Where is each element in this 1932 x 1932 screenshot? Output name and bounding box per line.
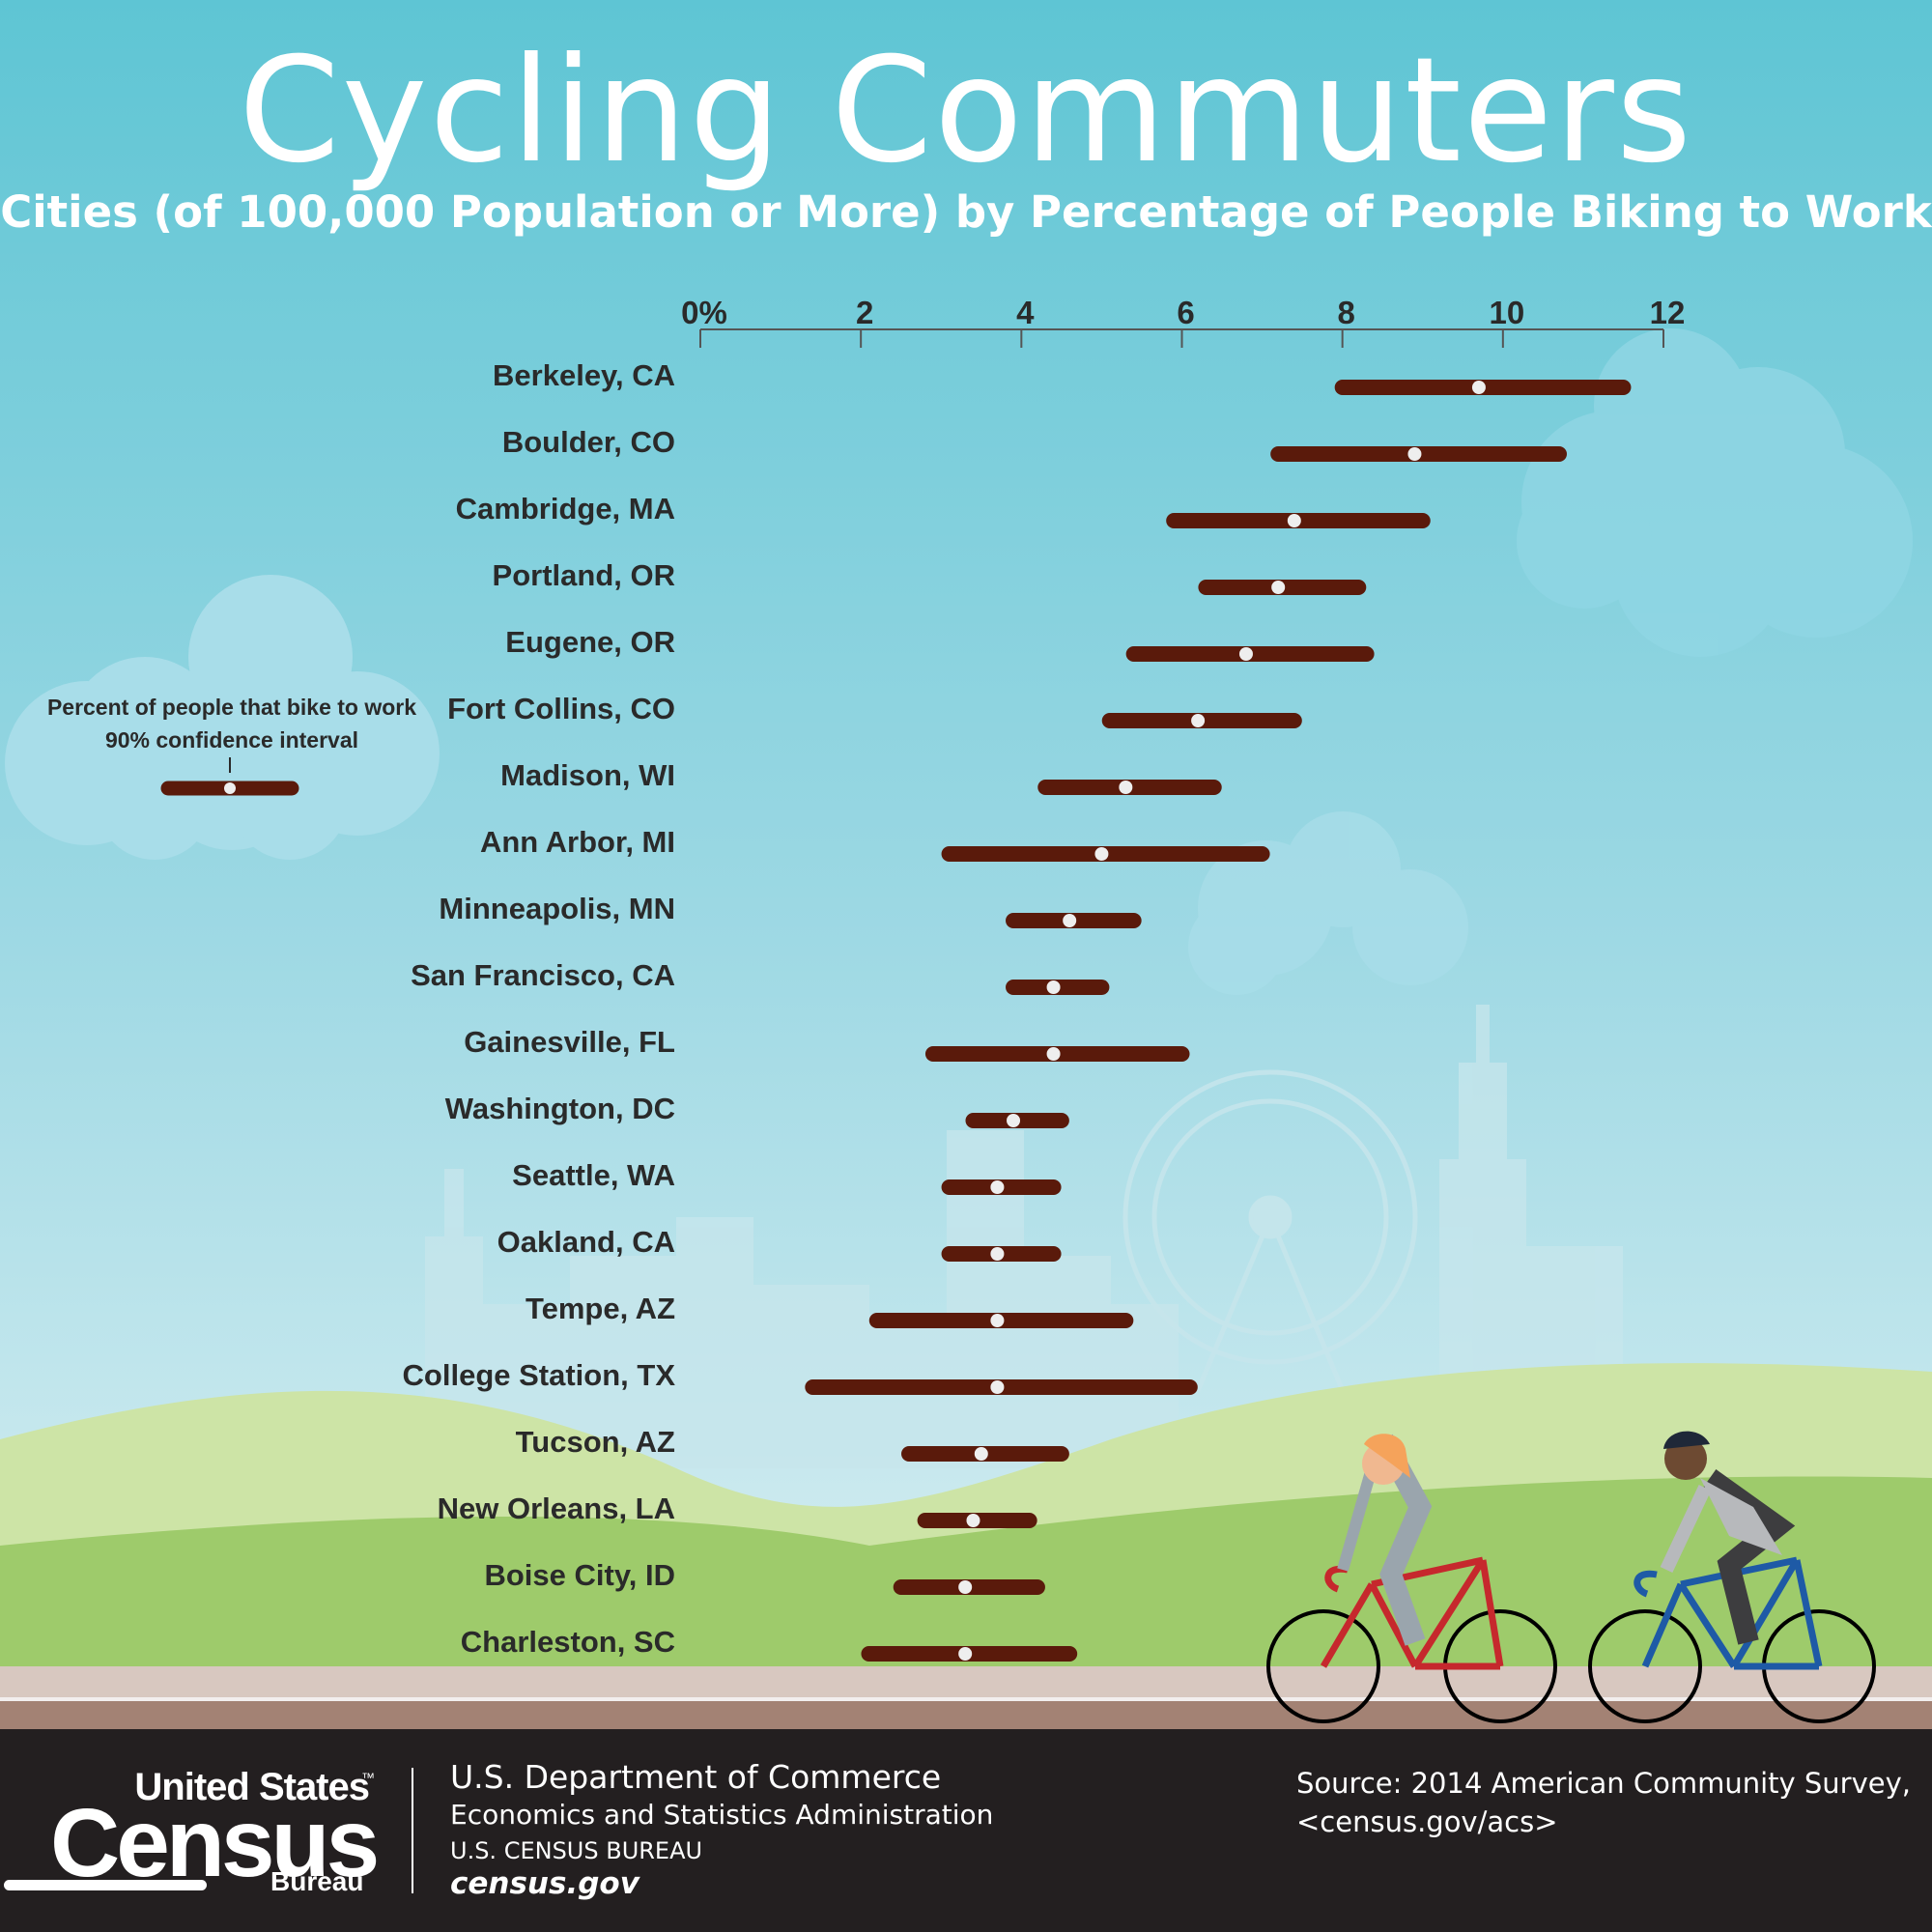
city-label: Boise City, ID [484,1558,675,1592]
x-axis: 0% 2 4 6 8 10 12 [681,295,1685,348]
estimate-dot [1046,980,1061,994]
census-logo-word: Census [50,1789,380,1897]
census-logo-top: United States [134,1766,370,1808]
estimate-dot [1471,381,1486,394]
cloud-middle-icon [1188,811,1468,995]
city-label: Charleston, SC [461,1625,675,1659]
cloud-legend-icon [5,575,440,860]
legend-sample-dot [224,782,236,794]
x-tick-label: 4 [1016,295,1035,330]
city-label: Washington, DC [445,1092,675,1125]
city-label: Madison, WI [500,758,675,792]
source-line2[interactable]: <census.gov/acs> [1296,1805,1558,1838]
footer [0,1729,1932,1932]
estimate-dot [990,1314,1005,1327]
estimate-dot [958,1580,973,1594]
legend-label-percent: Percent of people that bike to work [46,695,417,720]
estimate-dot [1238,647,1253,661]
cloud-right-icon [1517,328,1913,657]
x-tick-label: 0% [681,295,727,330]
city-label: Tucson, AZ [516,1425,675,1459]
legend-label-interval: 90% confidence interval [104,727,359,753]
estimate-dot [1119,781,1133,794]
estimate-dot [1407,447,1422,461]
city-label: Seattle, WA [512,1158,675,1192]
estimate-dot [990,1180,1005,1194]
city-label: Portland, OR [493,558,675,592]
chart-title: Cycling Commuters [238,27,1694,195]
census-logo-bar [4,1880,207,1890]
cyclist-man-icon [1588,1431,1876,1723]
x-tick-label: 12 [1650,295,1686,330]
dept-line2: Economics and Statistics Administration [450,1799,994,1831]
estimate-dot [1046,1047,1061,1061]
city-label: Cambridge, MA [456,492,675,526]
estimate-dot [1287,514,1301,527]
estimate-dot [966,1514,980,1527]
city-label: Tempe, AZ [526,1292,675,1325]
estimate-dot [1007,1114,1021,1127]
city-label: Minneapolis, MN [439,892,675,925]
census-logo-bureau: Bureau [270,1866,364,1896]
legend-sample [160,757,299,796]
ferris-wheel-icon [1122,1069,1418,1392]
chart-rows: Berkeley, CA Boulder, CO Cambridge, MA Port… [403,358,1632,1662]
dept-line3: U.S. CENSUS BUREAU [450,1837,703,1864]
x-tick-label: 2 [856,295,873,330]
city-label: Boulder, CO [502,425,675,459]
census-logo: United States Census [50,1766,380,1901]
estimate-dot [1191,714,1206,727]
source-note: Source: 2014 American Community Survey, … [1296,1764,1911,1841]
x-tick-label: 8 [1337,295,1354,330]
x-tick-label: 6 [1177,295,1194,330]
estimate-dot [974,1447,988,1461]
chart-subtitle: Cities (of 100,000 Population or More) b… [0,186,1932,238]
city-label: College Station, TX [403,1358,676,1392]
city-label: Oakland, CA [497,1225,675,1259]
estimate-dot [1271,581,1286,594]
city-label: San Francisco, CA [411,958,675,992]
estimate-dot [990,1380,1005,1394]
estimate-dot [990,1247,1005,1261]
city-label: New Orleans, LA [438,1492,675,1525]
sidewalk [0,1666,1932,1701]
footer-divider [412,1768,413,1893]
city-label: Ann Arbor, MI [480,825,675,859]
city-label: Eugene, OR [505,625,675,659]
estimate-dot [1094,847,1109,861]
census-gov-link[interactable]: census.gov [450,1866,639,1901]
census-trademark: ™ [361,1770,375,1785]
x-tick-label: 10 [1489,295,1524,330]
source-line1: Source: 2014 American Community Survey, [1296,1767,1911,1800]
city-label: Gainesville, FL [464,1025,675,1059]
estimate-dot [1063,914,1077,927]
dept-line1: U.S. Department of Commerce [450,1758,942,1796]
estimate-dot [958,1647,973,1661]
city-label: Fort Collins, CO [447,692,675,725]
city-label: Berkeley, CA [493,358,675,392]
cyclist-woman-icon [1266,1434,1557,1723]
road [0,1701,1932,1729]
hill-dark-icon [0,1476,1932,1681]
